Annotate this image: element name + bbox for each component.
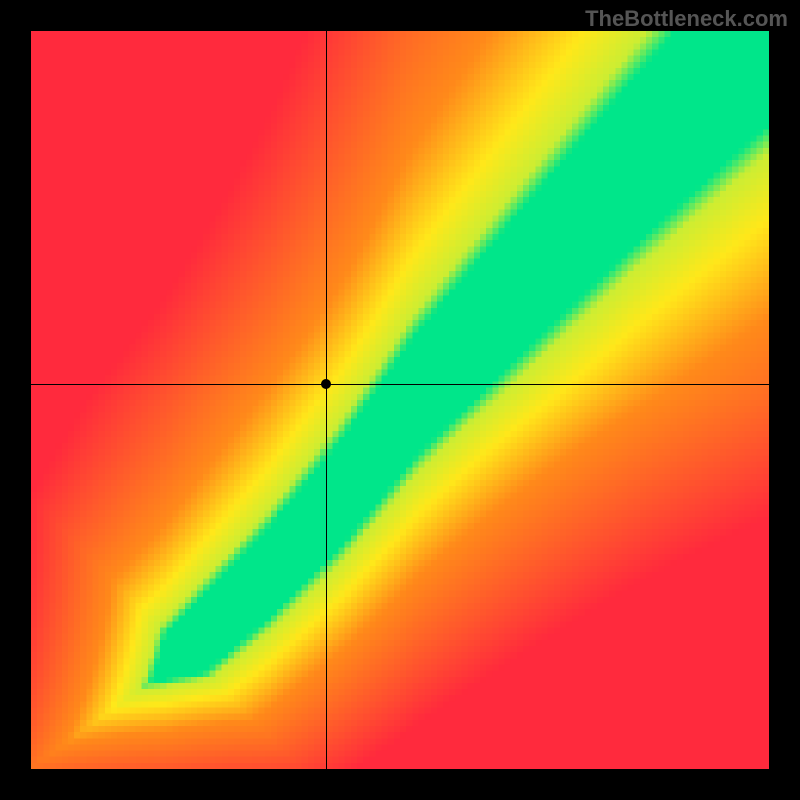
crosshair-horizontal: [31, 384, 769, 385]
heatmap-plot: [31, 31, 769, 769]
crosshair-vertical: [326, 31, 327, 769]
crosshair-marker: [321, 379, 331, 389]
watermark-text: TheBottleneck.com: [585, 6, 788, 32]
heatmap-canvas: [31, 31, 769, 769]
chart-container: TheBottleneck.com: [0, 0, 800, 800]
